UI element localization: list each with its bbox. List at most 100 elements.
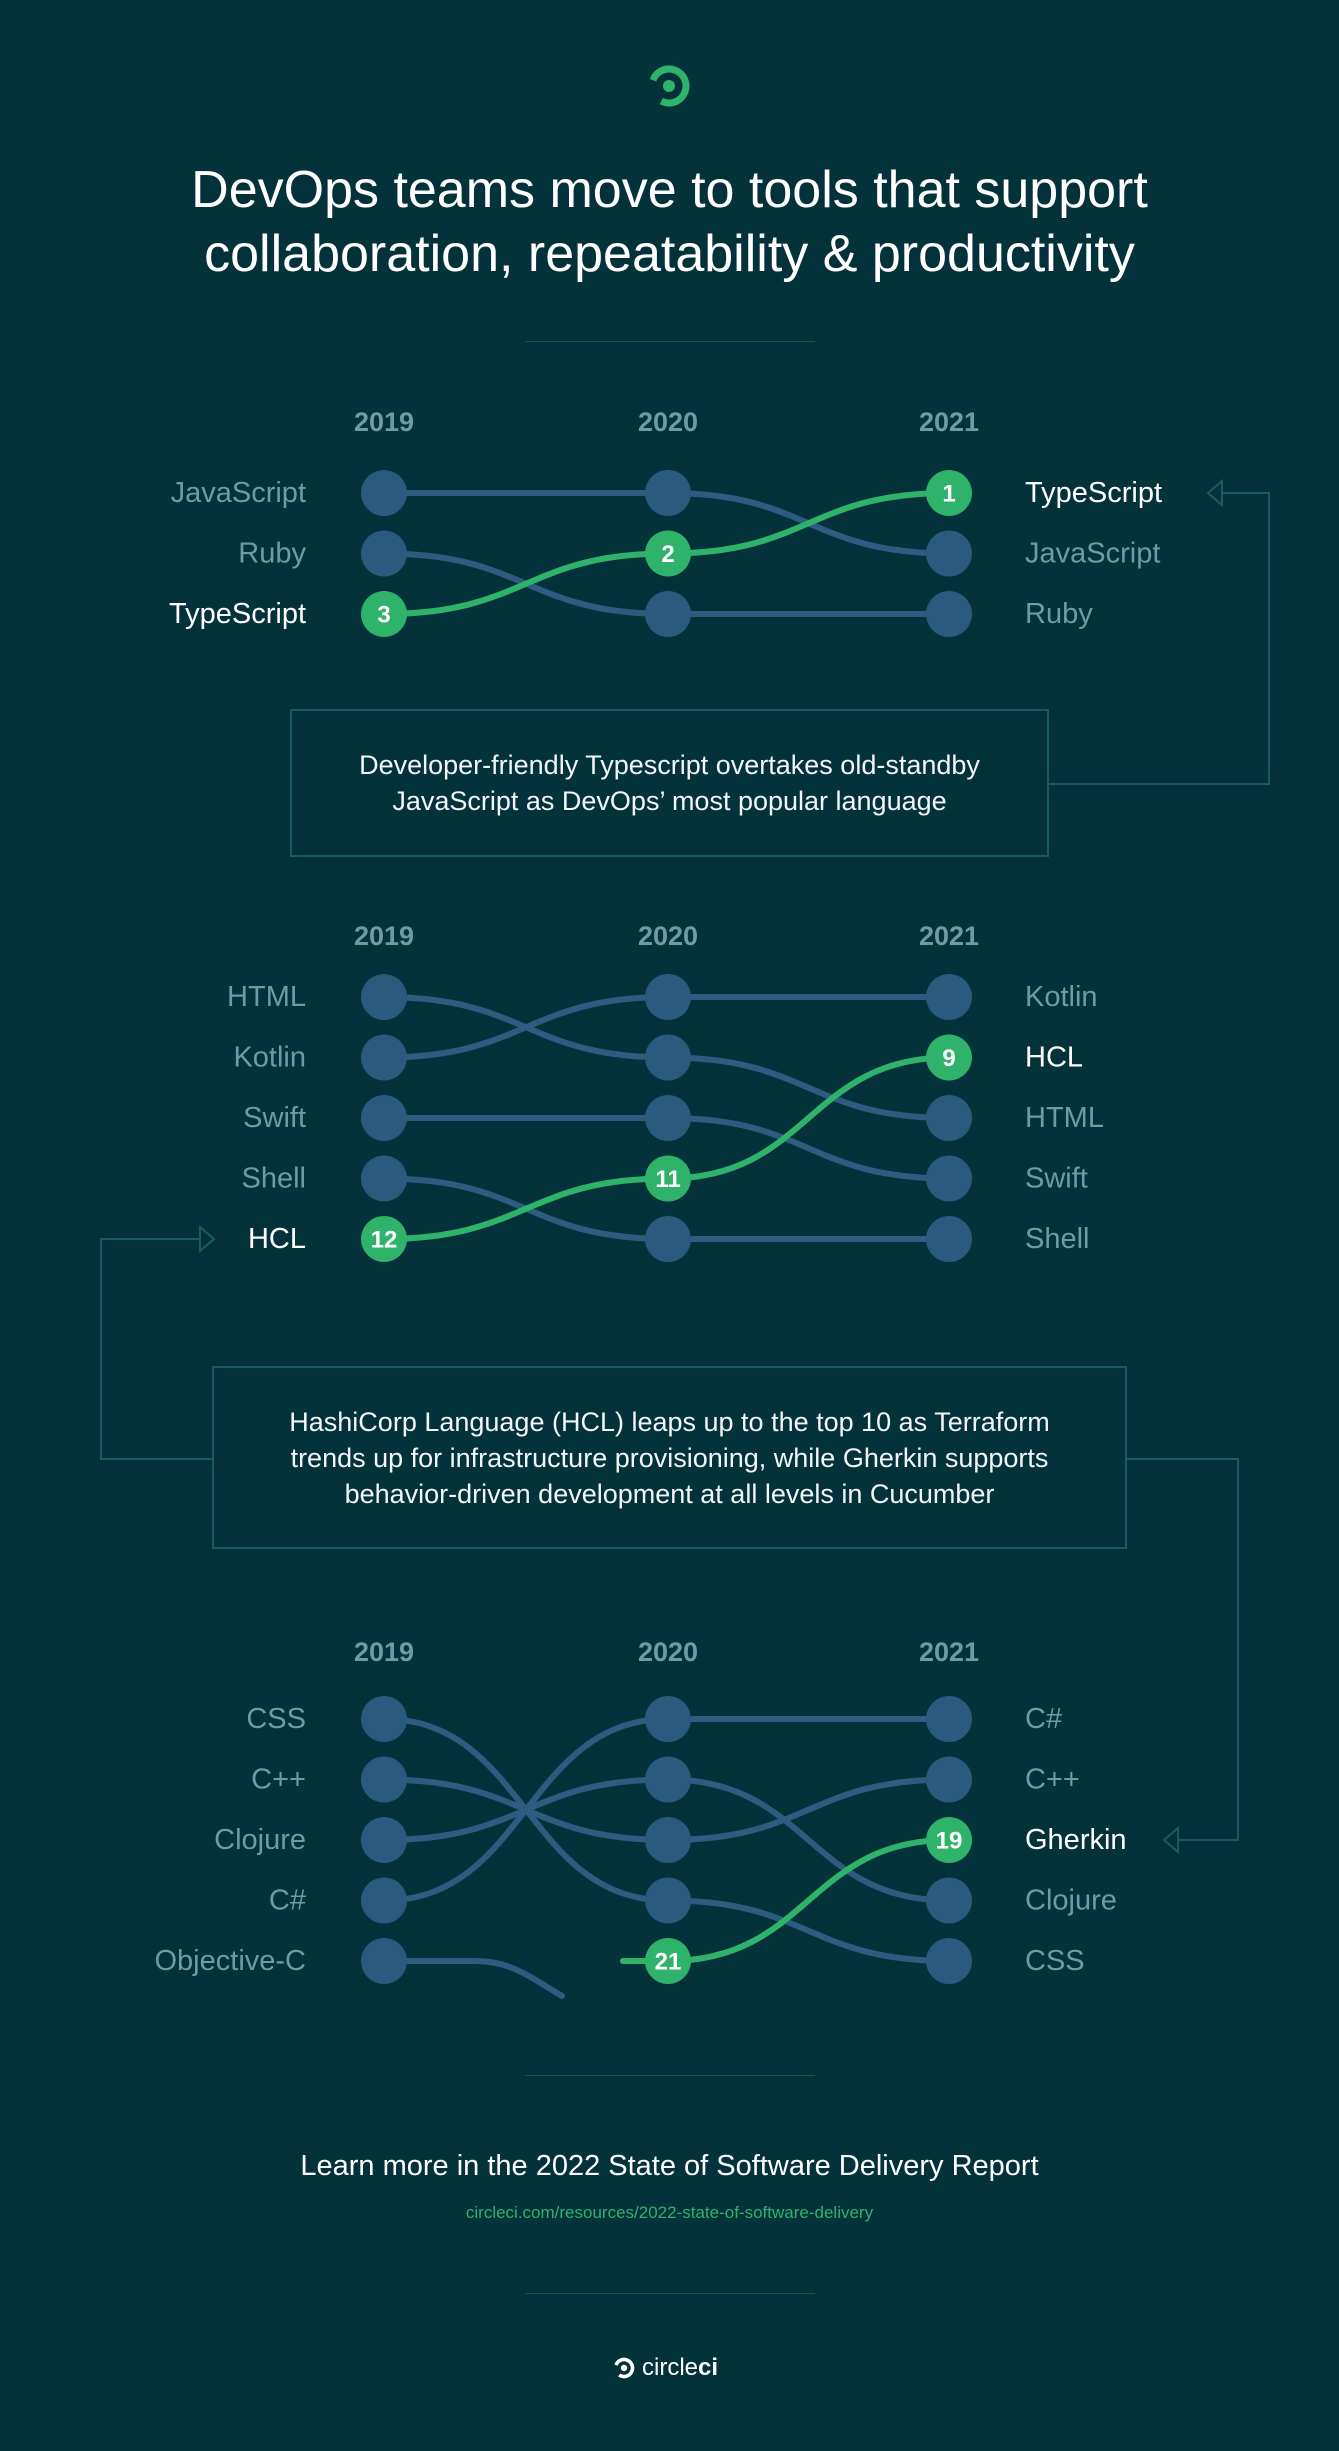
node-marker	[361, 470, 407, 516]
connector-hcl	[100, 1238, 212, 1460]
node-marker	[645, 1756, 691, 1803]
rank-label: 11	[655, 1166, 680, 1193]
node-marker	[361, 1817, 407, 1863]
circleci-logo-icon	[613, 2357, 635, 2379]
triangle-arrow-icon	[199, 1224, 216, 1254]
right-label: Clojure	[1025, 1885, 1117, 1917]
year-label: 2020	[638, 407, 698, 437]
series-line-objective-c	[381, 1958, 565, 1999]
node-marker	[645, 1696, 691, 1742]
node-marker	[361, 1155, 407, 1202]
series-line-c-	[381, 1715, 952, 1904]
triangle-arrow-icon	[1206, 478, 1223, 508]
right-label: Ruby	[1025, 598, 1093, 630]
node-marker	[645, 1034, 691, 1081]
right-label: Kotlin	[1025, 981, 1098, 1013]
node-marker	[645, 1216, 691, 1262]
node-marker	[926, 1877, 972, 1924]
left-label: TypeScript	[169, 598, 306, 630]
right-label: Gherkin	[1025, 1824, 1127, 1856]
node-marker	[645, 974, 691, 1020]
year-label: 2021	[919, 407, 979, 437]
node-marker	[926, 1216, 972, 1262]
left-label: CSS	[246, 1703, 306, 1735]
brand-name-light: circle	[642, 2354, 699, 2381]
highlight-lines	[620, 1837, 952, 1964]
year-label: 2019	[354, 407, 414, 437]
bump-chart-2: 2019 2020 2021 12 11 9 HTML Kotlin Swift Shell HCL…	[227, 921, 1104, 1262]
right-label: Shell	[1025, 1223, 1090, 1255]
rank-marker	[361, 1216, 407, 1262]
rank-marker	[361, 591, 407, 637]
footer-title: Learn more in the 2022 State of Software…	[300, 2150, 1039, 2182]
node-marker	[926, 1155, 972, 1202]
left-label: C++	[251, 1764, 306, 1796]
left-label: Ruby	[238, 538, 306, 570]
nodes: 21 19	[361, 1696, 972, 1984]
node-marker	[361, 974, 407, 1020]
node-marker	[361, 1696, 407, 1742]
left-label: Objective-C	[155, 1945, 307, 1977]
rank-marker	[645, 1938, 691, 1984]
right-label: JavaScript	[1025, 538, 1160, 570]
rank-label: 19	[936, 1828, 963, 1855]
left-label: C#	[269, 1885, 306, 1917]
node-marker	[361, 1938, 407, 1984]
connector-typescript	[1049, 492, 1270, 785]
rank-marker	[645, 530, 691, 577]
node-marker	[926, 591, 972, 637]
right-label: HCL	[1025, 1042, 1083, 1074]
right-label: C#	[1025, 1703, 1062, 1735]
rank-marker	[926, 1817, 972, 1863]
node-marker	[926, 1938, 972, 1984]
right-label: C++	[1025, 1764, 1080, 1796]
left-label: Clojure	[214, 1824, 306, 1856]
rank-label: 9	[942, 1045, 955, 1072]
connectors	[100, 478, 1270, 1855]
right-label: TypeScript	[1025, 477, 1162, 509]
node-marker	[645, 591, 691, 637]
node-marker	[361, 1095, 407, 1141]
year-label: 2021	[919, 921, 979, 951]
divider	[525, 341, 815, 342]
rank-label: 3	[377, 602, 390, 629]
triangle-arrow-icon	[1162, 1825, 1179, 1855]
left-label: JavaScript	[171, 477, 306, 509]
node-marker	[926, 974, 972, 1020]
series-line-hcl	[381, 1054, 952, 1242]
rank-label: 2	[661, 541, 674, 568]
rank-label: 1	[942, 481, 955, 508]
left-label: Shell	[242, 1163, 307, 1195]
callout-hcl: HashiCorp Language (HCL) leaps up to the…	[212, 1366, 1127, 1549]
node-marker	[926, 1095, 972, 1141]
left-label: HCL	[248, 1223, 306, 1255]
highlight-lines	[381, 1054, 952, 1242]
left-label: HTML	[227, 981, 306, 1013]
nodes: 12 11 9	[361, 974, 972, 1262]
nodes: 3 2 1	[361, 470, 972, 637]
node-marker	[926, 1756, 972, 1803]
left-label: Kotlin	[233, 1042, 306, 1074]
node-marker	[926, 530, 972, 577]
year-label: 2019	[354, 1637, 414, 1667]
node-marker	[645, 470, 691, 516]
brand-name-bold: ci	[698, 2354, 719, 2381]
node-marker	[645, 1877, 691, 1924]
page-title: DevOps teams move to tools that support …	[191, 161, 1148, 283]
year-label: 2020	[638, 1637, 698, 1667]
bump-chart-3: 2019 2020 2021 21 19 CSS C++ Clojure C# Objective…	[155, 1637, 1127, 1999]
divider	[525, 2293, 815, 2294]
rank-marker	[926, 1034, 972, 1081]
callout-typescript: Developer-friendly Typescript overtakes …	[290, 709, 1049, 857]
node-marker	[361, 530, 407, 577]
node-marker	[645, 1095, 691, 1141]
node-marker	[926, 1696, 972, 1742]
year-label: 2021	[919, 1637, 979, 1667]
left-label: Swift	[243, 1102, 306, 1134]
right-label: HTML	[1025, 1102, 1104, 1134]
circleci-brand: circleci	[612, 2353, 718, 2383]
report-link[interactable]: circleci.com/resources/2022-state-of-sof…	[465, 2203, 874, 2222]
rank-label: 12	[371, 1227, 398, 1254]
year-label: 2019	[354, 921, 414, 951]
